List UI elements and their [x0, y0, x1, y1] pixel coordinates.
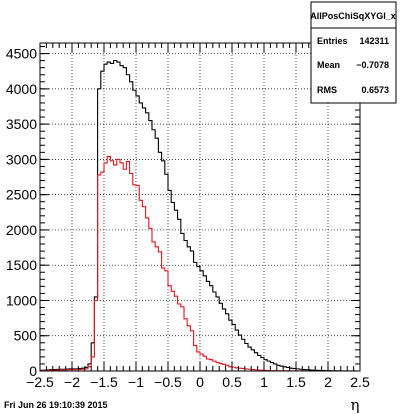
x-tick-label: 2.5	[350, 374, 370, 390]
x-tick-label: −0.5	[154, 374, 182, 390]
y-tick-label: 0	[29, 363, 37, 379]
x-tick-label: −2.5	[26, 374, 54, 390]
x-tick-label: 0	[196, 374, 204, 390]
x-tick-label: 1.5	[286, 374, 306, 390]
stats-entries-label: Entries	[317, 36, 348, 46]
y-tick-label: 2000	[6, 222, 37, 238]
stats-entries-value: 142311	[359, 36, 389, 46]
y-tick-label: 1000	[6, 292, 37, 308]
x-tick-label: −1	[128, 374, 144, 390]
y-tick-label: 3000	[6, 151, 37, 167]
y-tick-label: 500	[14, 328, 38, 344]
stats-mean-value: −0.7078	[356, 60, 389, 70]
x-axis-title: η	[351, 396, 360, 414]
y-tick-labels: 0 500 1000 1500 2000 2500 3000 3500 4000 4500	[6, 46, 37, 379]
stats-mean-label: Mean	[317, 60, 340, 70]
x-tick-label: −2	[64, 374, 80, 390]
y-tick-label: 1500	[6, 257, 37, 273]
x-tick-label: 1	[260, 374, 268, 390]
stats-rms-value: 0.6573	[361, 85, 389, 95]
x-tick-label: 2	[324, 374, 332, 390]
x-tick-label: −1.5	[90, 374, 118, 390]
stats-title: AllPosChiSqXYGl_x	[310, 11, 396, 21]
y-tick-label: 3500	[6, 116, 37, 132]
x-tick-labels: −2.5 −2 −1.5 −1 −0.5 0 0.5 1 1.5 2 2.5	[26, 374, 370, 390]
stats-box: AllPosChiSqXYGl_x Entries 142311 Mean −0…	[310, 1, 397, 104]
stats-box-frame	[310, 1, 397, 104]
x-tick-label: 0.5	[222, 374, 242, 390]
footer-timestamp: Fri Jun 26 19:10:39 2015	[4, 400, 108, 410]
y-tick-label: 4000	[6, 81, 37, 97]
stats-rms-label: RMS	[317, 85, 337, 95]
y-tick-label: 2500	[6, 187, 37, 203]
y-tick-label: 4500	[6, 46, 37, 62]
